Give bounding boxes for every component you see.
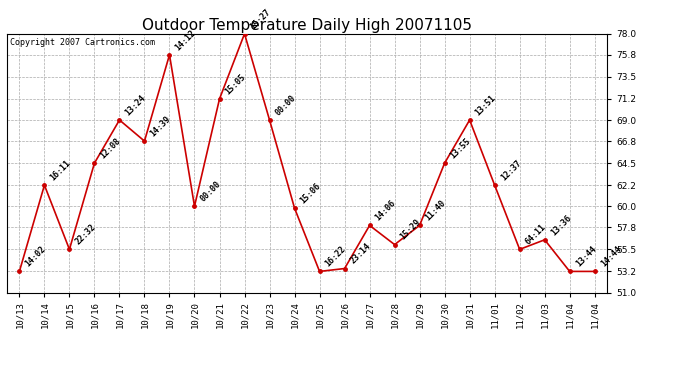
Text: 12:08: 12:08	[99, 136, 123, 160]
Text: 13:51: 13:51	[474, 93, 498, 117]
Text: 00:00: 00:00	[274, 93, 298, 117]
Text: 14:44: 14:44	[599, 244, 623, 268]
Text: 15:29: 15:29	[399, 218, 423, 242]
Text: 14:39: 14:39	[148, 114, 172, 138]
Text: 11:40: 11:40	[424, 199, 448, 223]
Text: 16:11: 16:11	[48, 158, 72, 182]
Text: 15:06: 15:06	[299, 182, 323, 206]
Title: Outdoor Temperature Daily High 20071105: Outdoor Temperature Daily High 20071105	[142, 18, 472, 33]
Text: 16:22: 16:22	[324, 244, 348, 268]
Text: 13:55: 13:55	[448, 136, 473, 160]
Text: 14:06: 14:06	[374, 199, 398, 223]
Text: 13:36: 13:36	[549, 213, 573, 237]
Text: 13:24: 13:24	[124, 93, 148, 117]
Text: 22:32: 22:32	[74, 222, 98, 247]
Text: 15:27: 15:27	[248, 7, 273, 31]
Text: 14:02: 14:02	[23, 244, 48, 268]
Text: 14:12: 14:12	[174, 28, 198, 52]
Text: 13:44: 13:44	[574, 244, 598, 268]
Text: 12:37: 12:37	[499, 158, 523, 182]
Text: 64:11: 64:11	[524, 222, 548, 247]
Text: 23:14: 23:14	[348, 242, 373, 266]
Text: 15:05: 15:05	[224, 72, 248, 96]
Text: 00:00: 00:00	[199, 179, 223, 204]
Text: Copyright 2007 Cartronics.com: Copyright 2007 Cartronics.com	[10, 38, 155, 46]
